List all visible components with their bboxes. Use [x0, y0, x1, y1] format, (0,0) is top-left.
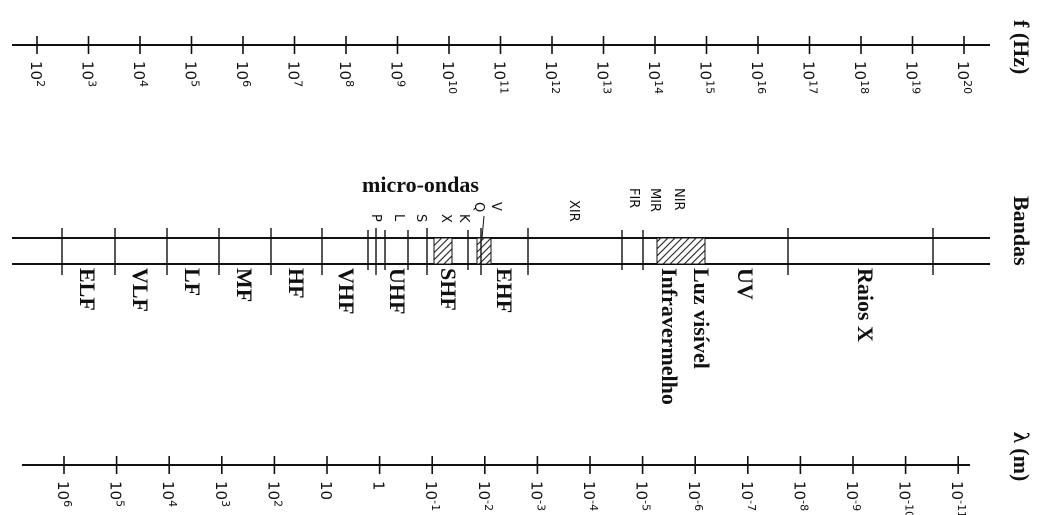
band-vhf: VHF [334, 268, 359, 314]
wavelength-tick-label: 10-1 [422, 481, 442, 511]
frequency-tick-label: 109 [388, 61, 408, 87]
band-x-rays: Raios X [853, 268, 878, 342]
band-ehf: EHF [492, 268, 517, 313]
wavelength-tick-label: 10-9 [843, 481, 863, 511]
wavelength-tick-label: 10-5 [633, 481, 653, 511]
band-dividers [61, 228, 934, 275]
band-visible-light: Luz visível [689, 268, 714, 369]
wavelength-tick-label: 10-2 [475, 481, 495, 511]
microwave-sublabels: P L S X K Q V [368, 202, 503, 223]
wavelength-tick-label: 106 [54, 481, 74, 507]
frequency-tick-label: 1013 [594, 61, 614, 94]
microwave-label: micro-ondas [362, 172, 479, 197]
frequency-tick-label: 1019 [903, 61, 923, 94]
sublabel-q: Q [471, 202, 486, 212]
frequency-tick-label: 1018 [851, 61, 871, 94]
sublabel-x: X [438, 214, 453, 223]
frequency-tick-label: 104 [130, 61, 150, 87]
wavelength-tick-label: 102 [264, 481, 284, 507]
wavelength-tick-label: 10-7 [738, 481, 758, 511]
frequency-axis-label: f (Hz) [1009, 20, 1034, 74]
frequency-tick-label: 1014 [645, 61, 665, 94]
frequency-tick-label: 1016 [748, 61, 768, 94]
frequency-tick-label: 1010 [439, 61, 459, 94]
shf-hatched-region [433, 237, 453, 265]
sublabel-p: P [368, 214, 383, 222]
band-uv: UV [733, 268, 758, 300]
band-mf: MF [232, 268, 257, 302]
microwave-v-pointer [481, 215, 485, 239]
band-uhf: UHF [385, 268, 410, 314]
frequency-tick-label: 107 [285, 61, 305, 87]
frequency-tick-label: 1017 [800, 61, 820, 94]
wavelength-tick-label: 10-3 [527, 481, 547, 511]
frequency-tick-label: 103 [79, 61, 99, 87]
wavelength-tick-label: 10-10 [896, 481, 916, 515]
sublabel-v: V [488, 202, 503, 211]
band-hf: HF [284, 268, 309, 299]
sublabel-nir: NIR [671, 188, 686, 211]
sublabel-s: S [413, 214, 428, 222]
frequency-tick-label: 105 [182, 61, 202, 87]
wavelength-tick-label: 10 [317, 481, 335, 500]
frequency-axis: 102 103 104 105 106 107 108 109 1010 1011 1012 1013… [12, 20, 1034, 94]
wavelength-tick-label: 10-4 [580, 481, 600, 511]
wavelength-tick-label: 10-11 [948, 481, 968, 515]
sublabel-l: L [391, 214, 406, 222]
frequency-tick-label: 102 [27, 61, 47, 87]
sublabel-mir: MIR [647, 188, 662, 212]
infrared-sublabels: XIR FIR MIR NIR [566, 188, 686, 222]
wavelength-tick-label: 104 [159, 481, 179, 507]
sublabel-xir: XIR [566, 200, 581, 222]
sublabel-k: K [456, 214, 471, 223]
band-infrared: Infravermelho [657, 268, 682, 405]
wavelength-tick-label: 10-6 [685, 481, 705, 511]
band-names: ELF VLF LF MF HF VHF UHF SHF EHF Infrave… [75, 268, 878, 405]
frequency-tick-label: 1015 [697, 61, 717, 94]
frequency-tick-label: 1012 [542, 61, 562, 94]
wavelength-tick-label: 103 [212, 481, 232, 507]
band-vlf: VLF [128, 268, 153, 312]
bands-axis-label: Bandas [1009, 196, 1034, 266]
band-elf: ELF [75, 268, 100, 311]
frequency-tick-label: 1020 [954, 61, 974, 94]
band-lf: LF [180, 268, 205, 296]
wavelength-tick-label: 1 [370, 481, 388, 491]
wavelength-tick-label: 105 [107, 481, 127, 507]
wavelength-axis-label: λ (m) [1009, 432, 1034, 481]
bands-strip: micro-ondas P L S X K Q V XIR FIR MIR NI… [12, 172, 1034, 405]
frequency-tick-label: 106 [233, 61, 253, 87]
wavelength-tick-label: 10-8 [790, 481, 810, 511]
frequency-ticks: 102 103 104 105 106 107 108 109 1010 1011 1012 1013… [27, 36, 974, 94]
visible-light-hatched-region [656, 237, 706, 265]
sublabel-fir: FIR [626, 188, 641, 208]
frequency-tick-label: 108 [336, 61, 356, 87]
band-shf: SHF [436, 268, 461, 311]
ehf-hatched-region [476, 237, 492, 265]
frequency-tick-label: 1011 [491, 61, 511, 94]
